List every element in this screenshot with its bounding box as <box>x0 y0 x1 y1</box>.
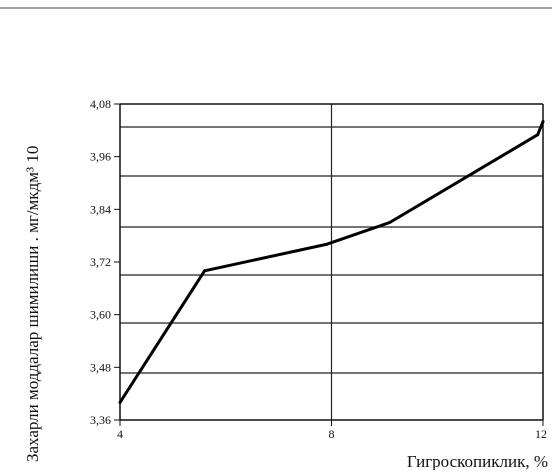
y-tick-label: 3,96 <box>90 150 111 164</box>
y-tick-label: 4,08 <box>90 97 111 111</box>
x-tick-label: 12 <box>535 427 547 441</box>
y-axis-title: Захарли моддалар шимилиши . мг/мкдм³ 10 <box>23 146 42 462</box>
x-tick-label: 8 <box>329 427 335 441</box>
x-tick-label: 4 <box>117 427 123 441</box>
data-point <box>542 120 545 123</box>
x-axis-title: Гигроскопиклик, % <box>407 452 548 470</box>
x-ticks: 4 8 12 <box>117 420 547 441</box>
grid <box>120 104 543 420</box>
data-point <box>203 269 206 272</box>
data-point <box>536 133 539 136</box>
y-tick-label: 3,48 <box>90 360 111 374</box>
data-point <box>388 221 391 224</box>
y-ticks: 3,36 3,48 3,60 3,72 3,84 3,96 4,08 <box>90 97 120 427</box>
y-tick-label: 3,36 <box>90 413 111 427</box>
data-point <box>325 243 328 246</box>
y-tick-label: 3,72 <box>90 255 111 269</box>
data-point <box>119 401 122 404</box>
y-tick-label: 3,60 <box>90 308 111 322</box>
y-tick-label: 3,84 <box>90 202 111 216</box>
